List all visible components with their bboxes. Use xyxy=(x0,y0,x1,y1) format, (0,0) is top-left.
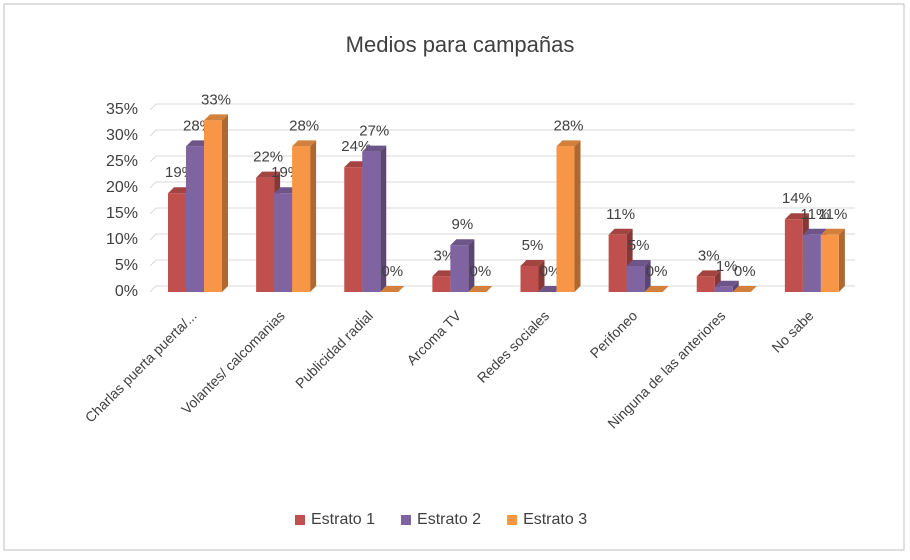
data-label: 0% xyxy=(540,263,562,280)
bar-side xyxy=(644,260,651,292)
data-label: 33% xyxy=(201,91,231,108)
bar xyxy=(608,234,627,292)
chart-title: Medios para campañas xyxy=(346,32,575,57)
data-label: 11% xyxy=(606,206,635,223)
bar xyxy=(802,234,821,292)
legend-swatch xyxy=(507,515,518,525)
bar xyxy=(186,146,204,292)
data-label: 9% xyxy=(452,216,474,233)
y-tick-label: 25% xyxy=(106,153,138,170)
y-tick-label: 10% xyxy=(106,231,138,248)
bar-top xyxy=(520,260,545,266)
y-tick-label: 30% xyxy=(106,127,138,144)
y-tick-label: 5% xyxy=(115,257,138,274)
bar xyxy=(820,234,839,292)
bar-side xyxy=(222,114,228,293)
data-label: 0% xyxy=(470,263,492,280)
data-label: 5% xyxy=(522,237,544,254)
bar xyxy=(292,146,311,292)
bar xyxy=(450,245,469,292)
bar-top xyxy=(556,140,581,147)
bar-top xyxy=(204,114,228,121)
bar xyxy=(784,219,803,292)
data-label: 3% xyxy=(698,247,720,264)
grid-line xyxy=(149,207,855,215)
bar xyxy=(696,276,715,292)
bar xyxy=(168,193,186,292)
data-label: 0% xyxy=(646,263,668,280)
bar-top xyxy=(362,145,387,152)
bar-top xyxy=(608,228,633,235)
bar-top xyxy=(450,239,475,246)
data-label: 1% xyxy=(716,258,738,275)
grid-line xyxy=(149,181,855,189)
data-label: 0% xyxy=(381,263,403,280)
bar-top xyxy=(468,286,493,292)
bar-top xyxy=(644,286,669,292)
data-label: 3% xyxy=(434,247,456,264)
bar-top xyxy=(380,286,405,292)
bar-top xyxy=(696,270,721,277)
legend-swatch xyxy=(401,515,412,525)
bar-side xyxy=(538,260,545,292)
bar xyxy=(274,193,293,292)
bar xyxy=(626,266,645,292)
grid-line xyxy=(149,129,855,137)
data-label: 11% xyxy=(800,206,829,223)
bar-top xyxy=(626,260,651,266)
bar-top xyxy=(820,228,845,235)
y-tick-label: 0% xyxy=(115,283,138,300)
legend-label: Estrato 3 xyxy=(523,511,587,528)
bar-side xyxy=(732,280,739,292)
grid-line xyxy=(149,103,855,111)
data-label: 11% xyxy=(818,206,847,223)
bar xyxy=(256,177,275,292)
data-label: 14% xyxy=(782,190,812,207)
bar xyxy=(556,146,575,292)
bar xyxy=(344,167,363,292)
data-label: 22% xyxy=(253,149,283,166)
legend-swatch xyxy=(295,515,305,525)
y-tick-label: 35% xyxy=(106,101,138,118)
bar-top xyxy=(802,228,827,235)
legend-label: Estrato 2 xyxy=(417,511,481,528)
y-tick-label: 15% xyxy=(106,205,138,222)
y-tick-label: 20% xyxy=(106,179,138,196)
data-label: 0% xyxy=(734,263,756,280)
bar-top xyxy=(784,213,809,220)
data-label: 27% xyxy=(359,123,389,140)
data-label: 28% xyxy=(289,117,319,134)
bar-top xyxy=(292,140,317,147)
bar-side xyxy=(574,140,581,292)
bar-side xyxy=(380,145,387,292)
bar xyxy=(520,266,539,292)
bar-side xyxy=(838,228,845,292)
bar-side xyxy=(310,140,317,292)
bar-top xyxy=(714,280,739,287)
bar xyxy=(432,276,451,292)
legend-label: Estrato 1 xyxy=(311,511,375,528)
bar xyxy=(714,286,733,292)
bar-side xyxy=(468,239,475,292)
data-label: 28% xyxy=(553,117,583,134)
bar xyxy=(362,151,381,292)
data-label: 5% xyxy=(628,237,650,254)
bar xyxy=(204,120,222,293)
grid-line xyxy=(149,155,855,163)
bar-top xyxy=(256,171,281,178)
bar-top xyxy=(732,286,757,292)
